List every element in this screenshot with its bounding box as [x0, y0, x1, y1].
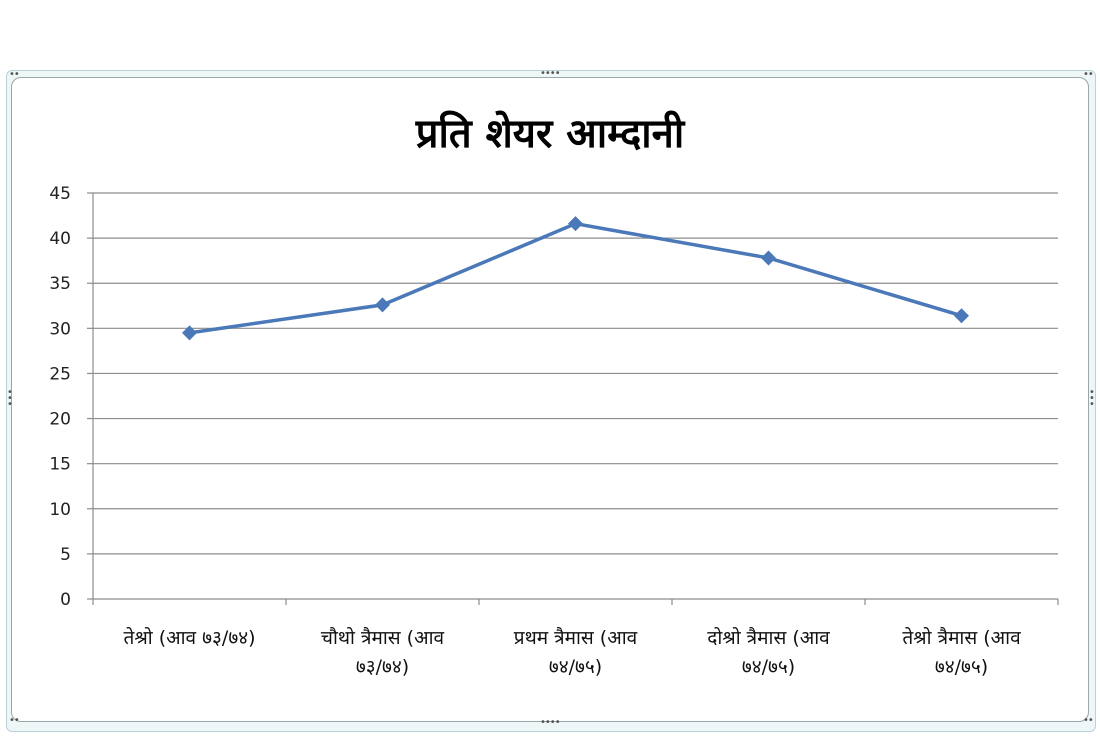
y-tick-label: 40	[49, 229, 71, 249]
x-label-line1: तेश्रो (आव ७३/७४)	[123, 627, 256, 649]
resize-handle-bottom[interactable]: ••••	[540, 717, 561, 728]
resize-handle-bottom-right[interactable]: ••	[1083, 715, 1094, 726]
x-label-line2: ७३/७४)	[355, 656, 410, 678]
x-label-line1: चौथो त्रैमास (आव	[320, 627, 445, 649]
data-point-diamond[interactable]	[954, 308, 969, 324]
x-axis-label: दोश्रो त्रैमास (आव ७४/७५)	[674, 624, 864, 682]
y-tick-label: 35	[49, 274, 71, 294]
y-tick-label: 5	[60, 545, 71, 565]
x-label-line1: तेश्रो त्रैमास (आव	[902, 627, 1021, 649]
resize-handle-top-right[interactable]: ••	[1083, 69, 1094, 80]
x-axis-label: तेश्रो (आव ७३/७४)	[95, 624, 285, 653]
y-tick-label: 20	[49, 410, 71, 430]
x-axis-label: चौथो त्रैमास (आव ७३/७४)	[288, 624, 478, 682]
x-label-line1: प्रथम त्रैमास (आव	[513, 627, 638, 649]
data-series[interactable]	[182, 216, 969, 341]
x-axis-label: प्रथम त्रैमास (आव ७४/७५)	[481, 624, 671, 682]
resize-handle-right[interactable]: • • •	[1089, 387, 1095, 410]
data-point-diamond[interactable]	[182, 325, 197, 341]
y-axis-ticks: 0 5 10 15 20 25 30 35 40 45	[49, 184, 71, 610]
y-tick-label: 10	[49, 500, 71, 520]
y-tick-label: 45	[49, 184, 71, 204]
x-axis-label: तेश्रो त्रैमास (आव ७४/७५)	[867, 624, 1057, 682]
gridlines	[93, 192, 1058, 555]
resize-handle-left[interactable]: • • •	[7, 387, 13, 410]
chart-area[interactable]	[11, 77, 1089, 722]
y-tick-label: 25	[49, 364, 71, 384]
data-point-diamond[interactable]	[568, 216, 583, 232]
resize-handle-top[interactable]: ••••	[540, 68, 561, 79]
data-point-diamond[interactable]	[761, 250, 776, 266]
x-label-line1: दोश्रो त्रैमास (आव	[707, 627, 830, 649]
x-label-line2: ७४/७५)	[934, 656, 989, 678]
chart-title: प्रति शेयर आम्दानी	[415, 111, 685, 157]
y-tick-label: 15	[49, 455, 71, 475]
x-label-line2: ७४/७५)	[548, 656, 603, 678]
axes	[87, 192, 1059, 605]
y-tick-label: 30	[49, 319, 71, 339]
x-label-line2: ७४/७५)	[741, 656, 796, 678]
resize-handle-bottom-left[interactable]: ••	[9, 715, 20, 726]
data-point-diamond[interactable]	[375, 297, 390, 313]
series-line[interactable]	[189, 221, 963, 335]
resize-handle-top-left[interactable]: ••	[9, 69, 20, 80]
y-tick-label: 0	[60, 590, 71, 610]
